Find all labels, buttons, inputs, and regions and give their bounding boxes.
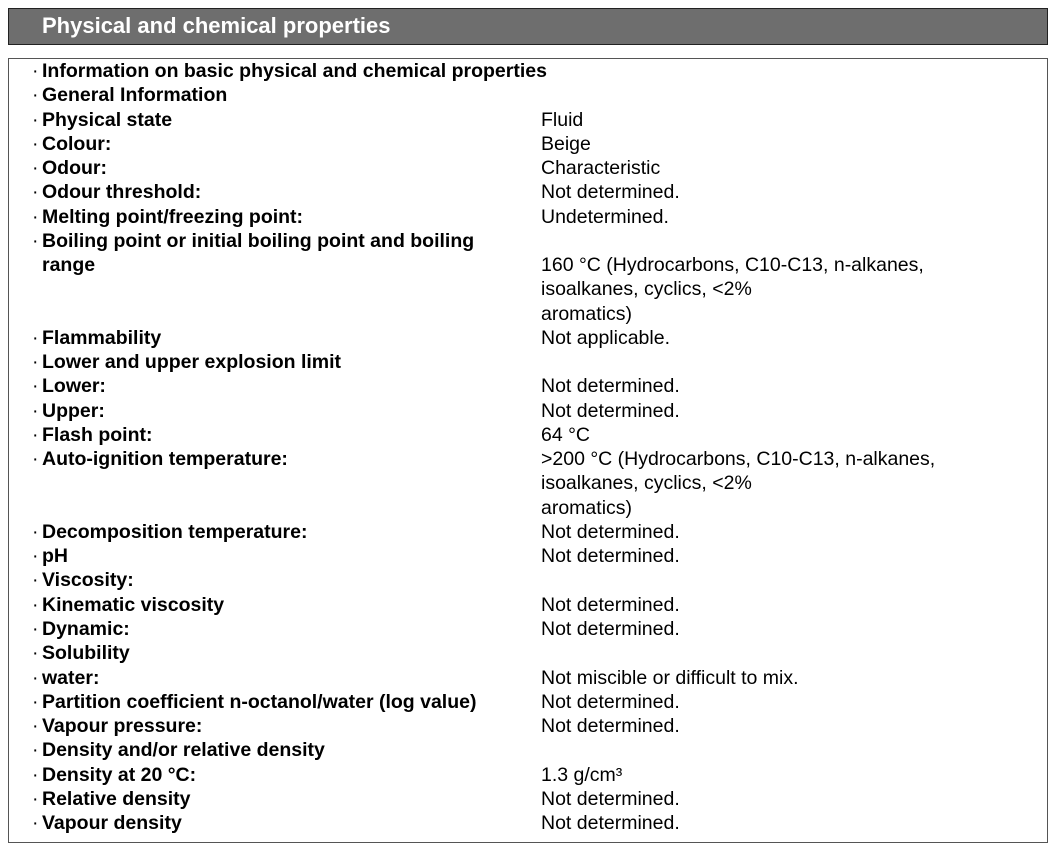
property-label: Boiling point or initial boiling point a… <box>32 229 474 253</box>
property-label: Kinematic viscosity <box>32 593 224 617</box>
property-value: Not determined. <box>541 520 680 543</box>
property-label: Lower and upper explosion limit <box>32 350 341 374</box>
property-value: Not determined. <box>541 690 680 713</box>
property-label: Vapour pressure: <box>32 714 202 738</box>
property-label: General Information <box>32 83 227 107</box>
property-label: Solubility <box>32 641 130 665</box>
property-value: Not determined. <box>541 375 680 398</box>
property-value: Not determined. <box>541 617 680 640</box>
property-label: water: <box>32 666 100 690</box>
section-header: Physical and chemical properties <box>8 8 1048 45</box>
property-value: >200 °C (Hydrocarbons, C10-C13, n-alkane… <box>541 448 936 471</box>
property-label: Relative density <box>32 787 191 811</box>
property-label: Flash point: <box>32 423 152 447</box>
property-label: Viscosity: <box>32 568 134 592</box>
section-title: Physical and chemical properties <box>42 13 391 38</box>
property-value: Not miscible or difficult to mix. <box>541 666 799 689</box>
property-label: Auto-ignition temperature: <box>32 447 288 471</box>
property-label: Flammability <box>32 326 161 350</box>
property-label: Colour: <box>32 132 111 156</box>
property-label: Melting point/freezing point: <box>32 205 303 229</box>
property-value: Not determined. <box>541 593 680 616</box>
property-value: aromatics) <box>541 302 633 325</box>
property-label: Density and/or relative density <box>32 738 325 762</box>
property-value: Not determined. <box>541 545 680 568</box>
property-label: Vapour density <box>32 811 182 835</box>
property-label: pH <box>32 544 68 568</box>
property-label: Partition coefficient n-octanol/water (l… <box>32 690 476 714</box>
property-label: Odour threshold: <box>32 180 201 204</box>
property-value: isoalkanes, cyclics, <2% <box>541 472 752 495</box>
property-value: Not applicable. <box>541 326 670 349</box>
property-label: range <box>42 254 96 277</box>
property-value: Not determined. <box>541 715 680 738</box>
property-label: Physical state <box>32 108 172 132</box>
property-value: Undetermined. <box>541 205 669 228</box>
property-label: Information on basic physical and chemic… <box>32 59 547 83</box>
property-value: Not determined. <box>541 812 680 835</box>
property-value: 1.3 g/cm³ <box>541 763 623 786</box>
property-label: Upper: <box>32 399 105 423</box>
property-label: Decomposition temperature: <box>32 520 307 544</box>
property-label: Odour: <box>32 156 107 180</box>
property-value: Fluid <box>541 108 584 131</box>
property-value: Beige <box>541 132 591 155</box>
property-value: aromatics) <box>541 496 633 519</box>
property-label: Density at 20 °C: <box>32 763 196 787</box>
property-value: Characteristic <box>541 157 661 180</box>
property-label: Dynamic: <box>32 617 130 641</box>
property-value: 64 °C <box>541 423 590 446</box>
property-value: Not determined. <box>541 399 680 422</box>
property-label: Lower: <box>32 374 106 398</box>
property-value: 160 °C (Hydrocarbons, C10-C13, n-alkanes… <box>541 254 924 277</box>
property-value: Not determined. <box>541 787 680 810</box>
property-value: Not determined. <box>541 181 680 204</box>
property-value: isoalkanes, cyclics, <2% <box>541 278 752 301</box>
